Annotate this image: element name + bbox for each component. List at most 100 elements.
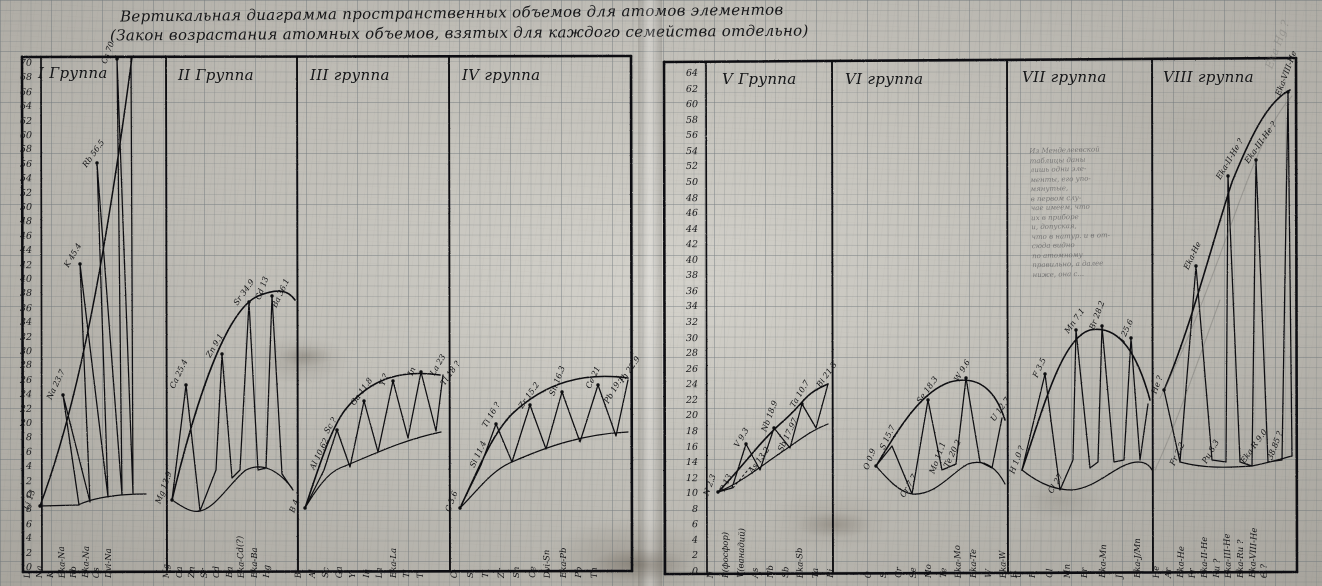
faint-pencil-arc [1154, 95, 1293, 471]
element-name-label: B [293, 571, 304, 579]
right-axis-tick: 52 [685, 161, 699, 173]
group-heading-5: V Группа [722, 70, 797, 88]
left-axis-tick: 60 [19, 129, 33, 142]
right-axis-tick: 28 [685, 347, 699, 360]
group-heading-8: VIII группа [1163, 68, 1254, 86]
group-4-lower-envelope [459, 431, 629, 509]
group-2-sawtooth [171, 295, 294, 512]
group-5-upper-envelope [717, 383, 829, 493]
element-name-label: Th [589, 566, 600, 579]
group-2-plot [171, 290, 296, 513]
group-2-upper-envelope [171, 290, 296, 501]
element-name-label: Zr [496, 568, 507, 579]
left-axis-tick: 26 [19, 374, 32, 386]
element-name-label: Eka-He [1176, 545, 1188, 578]
element-name-label: Eka-Pb [558, 547, 569, 578]
element-name-label: Bi [826, 568, 837, 578]
left-axis-rule [40, 57, 43, 571]
left-axis-tick: 36 [19, 302, 33, 315]
right-axis-tick: 4 [691, 534, 699, 546]
left-axis-tick: 14 [19, 461, 32, 473]
right-axis-tick: 8 [691, 503, 698, 515]
element-name-label: Te [939, 567, 950, 578]
element-name-label: In [361, 568, 372, 578]
right-axis-tick: 10 [685, 487, 699, 500]
right-axis-tick: 36 [685, 285, 699, 298]
element-name-label: Eka-Mn [1097, 544, 1109, 578]
right-axis-tick: 54 [685, 145, 699, 158]
element-name-label: Tl [415, 569, 426, 579]
left-axis-tick: 34 [19, 316, 33, 329]
right-axis-tick: 60 [685, 99, 699, 111]
element-name-label: Ce [527, 566, 538, 578]
element-name-label: Eka-La [388, 547, 399, 578]
element-name-label: Mo [924, 564, 934, 578]
element-name-label: Y [348, 572, 358, 578]
right-axis-tick: 22 [685, 394, 699, 406]
group-1-sawtooth [39, 56, 134, 507]
right-axis-tick: 38 [685, 270, 698, 282]
element-name-label: N [705, 570, 716, 579]
element-name-label: Eka-J/Mn [1132, 538, 1143, 578]
left-axis-tick: 50 [19, 202, 32, 213]
right-axis-rule [705, 61, 708, 573]
left-axis-tick: 48 [19, 216, 33, 228]
left-axis-tick: 4 [25, 532, 33, 545]
element-name-label: Al [307, 569, 318, 578]
element-name-label: Ga [334, 566, 345, 579]
element-name-label: V(ванадий) [736, 527, 748, 578]
element-name-label: Sb [781, 566, 792, 578]
right-axis-tick: 2 [691, 550, 698, 562]
group-6-sawtooth [875, 377, 1003, 495]
element-name-label: O [863, 571, 874, 579]
element-name-label: Li [22, 569, 33, 579]
element-name-label: Zn [187, 566, 198, 578]
group-5-lower-envelope [717, 423, 829, 493]
element-name-label: Eka-Na [80, 545, 92, 578]
right-axis-tick: 0 [691, 566, 699, 578]
group-8-plot [1163, 89, 1293, 468]
element-name-label: Br [1080, 567, 1090, 578]
left-axis-tick: 18 [19, 432, 33, 444]
group-heading-1: I Группа [38, 64, 108, 82]
element-name-label: Tl [402, 569, 413, 578]
element-name-label: Eka-III-He [1222, 533, 1234, 579]
right-axis-tick: 64 [685, 67, 699, 80]
element-name-label: P(фосфор) [721, 531, 731, 578]
element-name-label: He [1151, 565, 1162, 579]
element-name-label: F [1027, 572, 1038, 578]
element-name-label: Eka-Na [56, 546, 68, 579]
group-2-lower-envelope [171, 466, 293, 513]
left-axis-tick: 22 [19, 403, 33, 415]
element-name-label: Sc [321, 567, 332, 578]
element-name-label: Eka-Mo [952, 544, 964, 579]
left-axis-tick: 66 [19, 86, 33, 99]
group-6-plot [875, 377, 1006, 495]
element-name-label: Ti [481, 569, 492, 578]
right-axis-tick: 56 [685, 130, 698, 142]
right-axis-tick: 24 [685, 379, 699, 391]
left-axis-tick: 32 [19, 331, 32, 343]
element-name-label: Hg [262, 564, 273, 578]
element-name-label: H [1009, 570, 1020, 579]
right-axis-tick: 32 [685, 317, 698, 328]
data-point-markers [38, 57, 1290, 510]
element-name-label: Nb [766, 565, 776, 578]
group-3-sawtooth [304, 371, 444, 509]
element-name-label: Eka-Ru ? [1236, 539, 1246, 578]
element-name-label: Se [908, 567, 919, 579]
right-axis-tick: 62 [685, 83, 698, 95]
group-heading-4: IV группа [462, 66, 541, 84]
element-name-label: Cd [212, 566, 222, 578]
right-axis-tick: 20 [685, 410, 698, 422]
group-7-lower-envelope [1021, 461, 1153, 491]
left-axis-tick: 8 [25, 504, 32, 516]
right-axis-tick: 40 [685, 254, 699, 266]
left-axis-tick: 58 [19, 144, 33, 156]
group-7-plot [1021, 325, 1153, 491]
left-axis-tick: 68 [19, 72, 32, 84]
right-axis-tick: 42 [685, 239, 699, 251]
left-axis-tick: 6 [25, 518, 33, 531]
element-name-label: La [374, 567, 385, 579]
